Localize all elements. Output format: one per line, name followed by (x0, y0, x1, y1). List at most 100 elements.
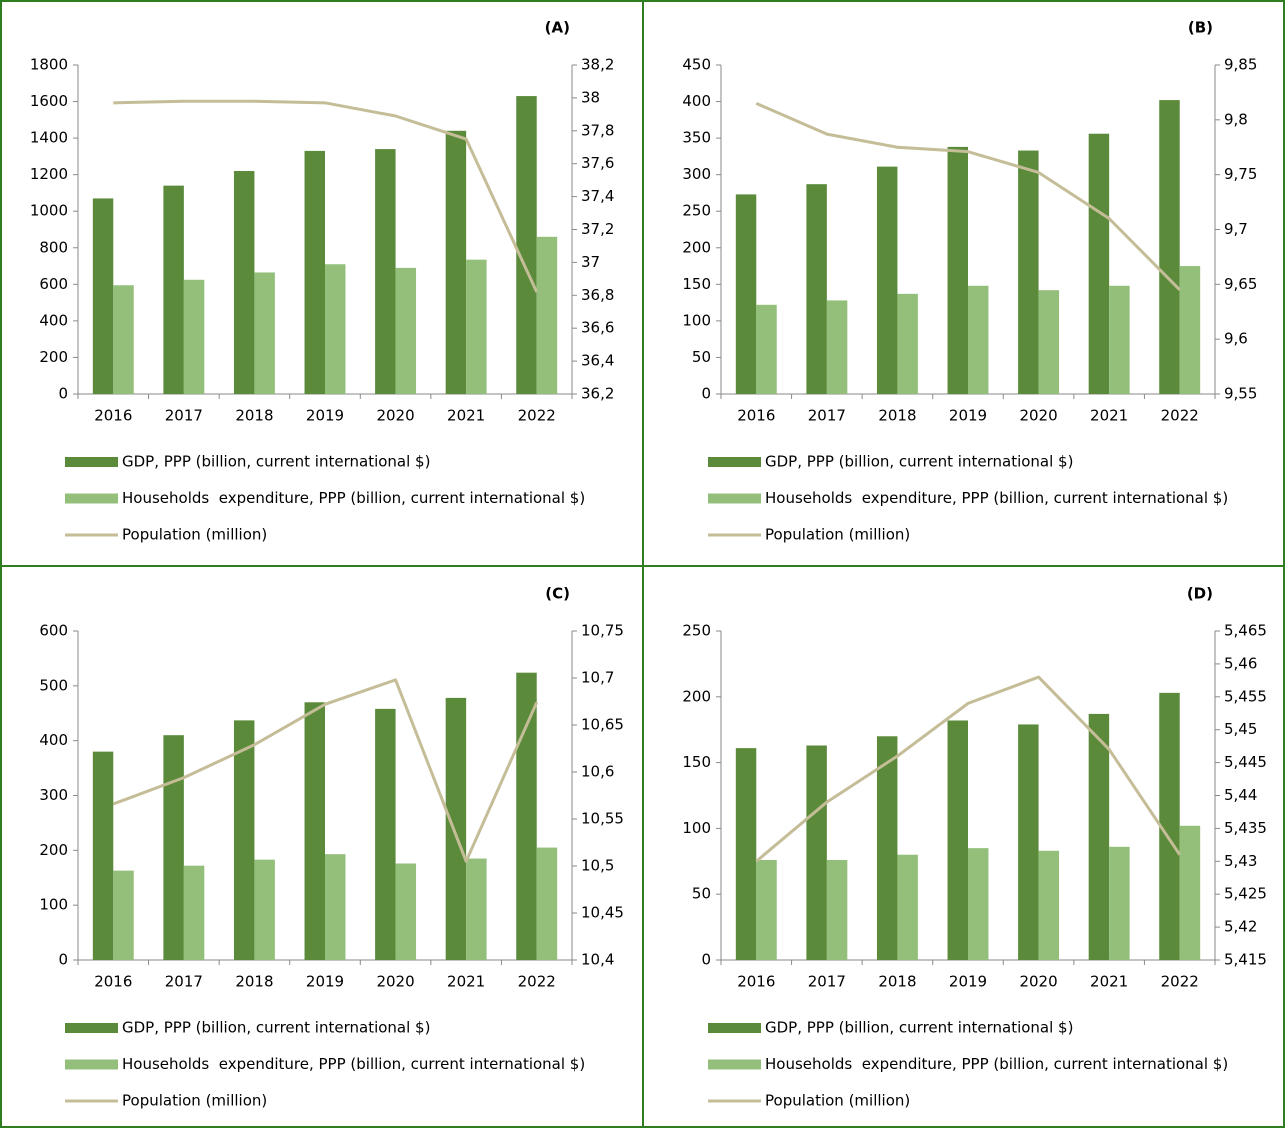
y2-tick-label: 36,4 (581, 352, 614, 370)
legend-swatch (708, 493, 761, 504)
x-tick-label: 2021 (447, 407, 485, 425)
bar (968, 848, 989, 960)
y2-tick-label: 9,7 (1224, 220, 1248, 238)
y2-tick-label: 36,2 (581, 385, 614, 403)
y2-tick-label: 5,45 (1224, 720, 1257, 738)
bar (304, 150, 325, 394)
legend-label: Population (million) (765, 526, 910, 544)
chart-panel: (A) 0 200 400 600 800 1000 1200 1400 1600 1800 36,2… (30, 19, 615, 544)
chart-panel: (B) 0 50 100 150 200 250 300 350 400 450 9,55 9,6 9,6… (682, 19, 1257, 544)
bar (876, 736, 898, 960)
legend-label: Households expenditure, PPP (billion, cu… (122, 489, 585, 507)
bar (1159, 100, 1180, 395)
y-tick-label: 450 (682, 56, 711, 74)
bar (897, 293, 918, 394)
x-tick-label: 2022 (518, 973, 556, 991)
chart-panel: (C) 0 100 200 300 400 500 600 10,4 10,45 10,5 10,55… (39, 585, 624, 1110)
legend-swatch (708, 457, 761, 467)
y-tick-label: 200 (39, 348, 68, 366)
bar (806, 745, 827, 960)
bar (466, 259, 487, 394)
panel-title: (A) (545, 19, 570, 37)
x-tick-label: 2017 (165, 407, 203, 425)
y-tick-label: 0 (58, 951, 68, 969)
y2-tick-label: 10,75 (581, 622, 624, 640)
bar (395, 267, 417, 394)
x-tick-label: 2017 (165, 973, 203, 991)
y-tick-label: 100 (682, 311, 711, 329)
legend-label: GDP, PPP (billion, current international… (122, 1019, 430, 1037)
bar (92, 751, 114, 960)
y-tick-label: 50 (692, 348, 711, 366)
bar (756, 859, 777, 960)
y-tick-label: 0 (58, 385, 68, 403)
y-tick-label: 300 (39, 786, 68, 804)
y2-tick-label: 5,465 (1224, 622, 1267, 640)
population-line (112, 678, 539, 863)
y-tick-label: 50 (692, 885, 711, 903)
y2-tick-label: 37,6 (581, 154, 614, 172)
y-tick-label: 400 (39, 731, 68, 749)
y-tick-label: 200 (682, 687, 711, 705)
y-tick-label: 1200 (30, 165, 68, 183)
bar (113, 285, 134, 394)
bar (536, 236, 558, 394)
bar (445, 697, 467, 960)
x-tick-label: 2016 (737, 973, 775, 991)
y2-tick-label: 9,6 (1224, 330, 1248, 348)
x-tick-label: 2022 (518, 407, 556, 425)
bar (897, 854, 918, 960)
bar (735, 748, 757, 960)
y-tick-label: 0 (701, 385, 711, 403)
bar (395, 863, 417, 960)
bar (183, 865, 205, 960)
y-tick-label: 1000 (30, 202, 68, 220)
population-line (755, 675, 1181, 863)
y-tick-label: 150 (682, 753, 711, 771)
bar (254, 272, 275, 394)
legend-label: GDP, PPP (billion, current international… (765, 453, 1073, 471)
y2-tick-label: 10,4 (581, 951, 614, 969)
bar (163, 185, 184, 394)
legend-label: Population (million) (122, 1092, 267, 1110)
x-tick-label: 2019 (949, 973, 987, 991)
y2-tick-label: 38 (581, 88, 600, 106)
x-tick-label: 2021 (1090, 973, 1128, 991)
y2-tick-label: 10,55 (581, 810, 624, 828)
bar (445, 130, 467, 395)
bar (1038, 290, 1060, 394)
y-tick-label: 200 (39, 841, 68, 859)
x-tick-label: 2020 (1019, 973, 1057, 991)
bar (735, 194, 757, 394)
bar (325, 854, 346, 960)
y-tick-label: 250 (682, 622, 711, 640)
y2-tick-label: 5,44 (1224, 786, 1257, 804)
bar (233, 720, 255, 960)
x-tick-label: 2016 (94, 407, 132, 425)
x-tick-label: 2016 (94, 973, 132, 991)
y2-tick-label: 5,415 (1224, 951, 1267, 969)
y2-tick-label: 10,5 (581, 857, 614, 875)
bar (163, 735, 184, 960)
y2-tick-label: 9,8 (1224, 110, 1248, 128)
y2-tick-label: 5,435 (1224, 819, 1267, 837)
y-tick-label: 1400 (30, 129, 68, 147)
y2-tick-label: 38,2 (581, 56, 614, 74)
x-tick-label: 2020 (1019, 407, 1057, 425)
bar (826, 300, 848, 394)
y2-tick-label: 9,75 (1224, 165, 1257, 183)
bar (113, 870, 134, 960)
y2-tick-label: 5,445 (1224, 753, 1267, 771)
legend-label: GDP, PPP (billion, current international… (765, 1019, 1073, 1037)
bar (466, 858, 487, 960)
bar (325, 264, 346, 394)
y2-tick-label: 9,85 (1224, 56, 1257, 74)
y2-tick-label: 37 (581, 253, 600, 271)
bar (1018, 724, 1039, 960)
legend-label: GDP, PPP (billion, current international… (122, 453, 430, 471)
legend-label: Households expenditure, PPP (billion, cu… (122, 1055, 585, 1073)
x-tick-label: 2018 (878, 407, 916, 425)
x-tick-label: 2017 (808, 973, 846, 991)
y2-tick-label: 37,2 (581, 220, 614, 238)
y-tick-label: 250 (682, 202, 711, 220)
